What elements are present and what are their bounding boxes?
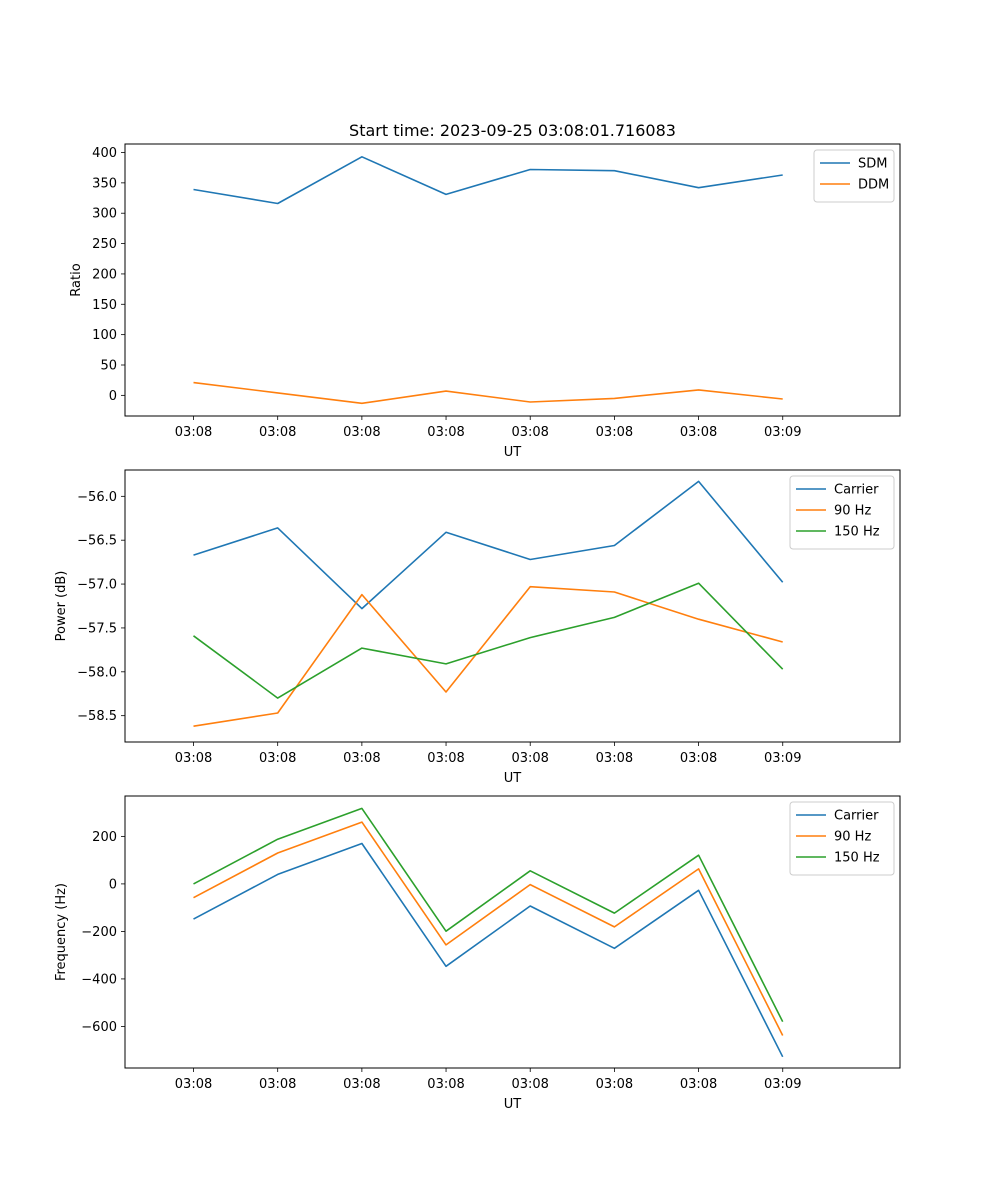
panel-3: 03:08 03:08 03:08 03:08 03:08 03:08 03:08 03:09… [54,795,901,1112]
legend: Carrier 90 Hz 150 Hz [789,801,895,876]
x-axis-label: UT [504,445,522,460]
legend-label: DDM [858,178,889,193]
series-group [193,480,784,727]
axes-frame [124,469,901,743]
x-tick-label: 03:08 [596,751,633,766]
y-tick-label: 200 [92,830,117,845]
x-tick-label: 03:08 [343,425,380,440]
x-tick-label: 03:08 [259,751,296,766]
y-tick-label: −56.5 [77,534,117,549]
y-tick-label: −57.5 [77,621,117,636]
y-axis-label: Ratio [69,263,84,296]
legend: Carrier 90 Hz 150 Hz [789,475,895,550]
legend-label: Carrier [834,809,879,824]
x-tick-label: 03:08 [343,1077,380,1092]
x-axis-label: UT [504,771,522,786]
panel-1: 03:08 03:08 03:08 03:08 03:08 03:08 03:08 03:09… [69,121,901,460]
y-tick-label: −58.5 [77,709,117,724]
axes-frame [124,143,901,417]
y-tick-label: 350 [92,176,117,191]
x-tick-label: 03:09 [764,425,801,440]
legend-label: SDM [858,157,887,172]
x-tick-label: 03:08 [175,1077,212,1092]
series-group [193,156,783,405]
series-line-150-hz [193,582,784,699]
x-tick-label: 03:08 [343,751,380,766]
series-line-sdm [193,156,783,205]
x-tick-label: 03:08 [259,1077,296,1092]
legend-label: Carrier [834,483,879,498]
legend-label: 90 Hz [834,830,871,845]
y-tick-label: 400 [92,146,117,161]
y-axis-label: Frequency (Hz) [54,883,69,981]
x-tick-label: 03:09 [764,1077,801,1092]
x-tick-label: 03:08 [680,1077,717,1092]
axes-frame [124,795,901,1069]
y-axis-label: Power (dB) [54,571,69,642]
y-tick-label: −58.0 [77,665,117,680]
series-line-carrier [193,842,784,1058]
x-tick-label: 03:08 [596,425,633,440]
y-tick-label: −400 [81,972,117,987]
y-tick-label: 100 [92,328,117,343]
series-line-90-hz [193,821,784,1036]
y-tick-label: 300 [92,207,117,222]
y-tick-label: 150 [92,298,117,313]
x-tick-label: 03:08 [511,751,548,766]
y-tick-label: 200 [92,267,117,282]
series-line-150-hz [193,807,784,1023]
y-tick-label: 0 [109,389,117,404]
x-tick-label: 03:08 [680,751,717,766]
series-line-ddm [193,381,783,405]
series-line-90-hz [193,585,783,727]
y-tick-label: −200 [81,925,117,940]
y-tick-label: 250 [92,237,117,252]
y-tick-label: −600 [81,1020,117,1035]
panel-2: 03:08 03:08 03:08 03:08 03:08 03:08 03:08 03:09… [54,469,901,786]
x-axis-label: UT [504,1097,522,1112]
x-tick-label: 03:08 [427,425,464,440]
x-tick-label: 03:08 [427,751,464,766]
x-tick-label: 03:09 [764,751,801,766]
series-group [193,807,784,1058]
y-tick-label: −57.0 [77,578,117,593]
y-tick-label: 0 [109,877,117,892]
y-tick-label: −56.0 [77,490,117,505]
y-tick-label: 50 [100,359,117,374]
x-tick-label: 03:08 [175,425,212,440]
legend: SDM DDM [813,149,895,203]
x-tick-label: 03:08 [511,1077,548,1092]
legend-label: 150 Hz [834,851,880,866]
x-tick-label: 03:08 [511,425,548,440]
x-tick-label: 03:08 [259,425,296,440]
legend-label: 150 Hz [834,525,880,540]
x-tick-label: 03:08 [175,751,212,766]
x-tick-label: 03:08 [596,1077,633,1092]
series-line-carrier [193,480,784,610]
x-tick-label: 03:08 [427,1077,464,1092]
legend-label: 90 Hz [834,504,871,519]
x-tick-label: 03:08 [680,425,717,440]
chart-title: Start time: 2023-09-25 03:08:01.716083 [349,121,676,140]
